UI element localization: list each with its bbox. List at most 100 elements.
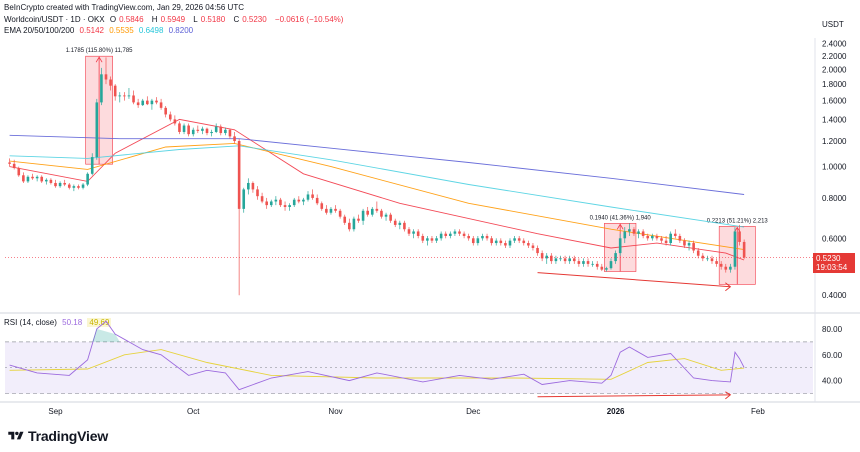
candle-body [499,240,503,244]
ema100-value: 0.6498 [138,26,164,35]
measure-arrowhead [616,223,624,230]
rsi-ma-legend-value: 49.69 [87,318,112,327]
time-axis-label: 2026 [607,407,625,416]
rsi-tick-label: 80.00 [822,325,843,334]
candle-body [618,238,622,254]
ema-line [9,142,745,251]
candle-body [224,129,227,134]
credit-text: BeInCrypto created with TradingView.com,… [4,3,244,12]
candle-body [444,233,448,236]
price-tick-label: 1.2000 [822,137,847,146]
tradingview-logo-text: TradingView [28,428,109,444]
candle-body [45,179,48,182]
candle-body [132,95,135,103]
candle-body [187,125,190,135]
candle-body [577,261,581,264]
time-axis-label: Dec [466,407,480,416]
symbol-name[interactable]: Worldcoin/USDT · 1D · OKX [4,15,105,24]
candle-body [348,222,351,230]
candle-body [692,243,695,251]
ema-legend-label[interactable]: EMA 20/50/100/200 [4,26,75,35]
candle-body [678,235,682,241]
ohlc-open-value: 0.5846 [119,15,144,24]
ema-line [9,134,745,195]
candle-body [260,196,264,202]
measure-label: 0.1940 (41.36%) 1,940 [590,215,652,221]
candle-body [306,194,310,200]
symbol-legend[interactable]: Worldcoin/USDT · 1D · OKX O 0.5846 H 0.594… [4,15,346,24]
candle-body [531,245,535,248]
ohlc-change: −0.0616 (−10.54%) [274,15,344,24]
candle-body [90,157,94,174]
candle-body [334,208,337,211]
candle-body [683,240,686,246]
ohlc-close-label: C [233,15,240,24]
candle-body [370,208,374,215]
candle-body [58,182,62,187]
rsi-tick-label: 40.00 [822,377,843,386]
rsi-legend[interactable]: RSI (14, close) 50.18 49.69 [4,318,114,327]
candle-body [366,210,369,215]
candle-body [182,125,186,132]
rsi-divergence-line [537,394,731,398]
tradingview-logo-icon [8,431,24,440]
rsi-overbought-fill [92,328,120,342]
candle-body [49,179,53,183]
candle-body [251,182,255,190]
candle-body [237,141,241,209]
rsi-legend-label[interactable]: RSI (14, close) [4,318,57,327]
candle-body [572,258,576,262]
ema-legend[interactable]: EMA 20/50/100/200 0.5142 0.5535 0.6498 0… [4,26,196,35]
chart-credit: BeInCrypto created with TradingView.com,… [4,3,247,12]
candle-body [292,199,296,206]
candle-body [320,203,324,209]
candle-body [168,114,172,120]
candle-body [173,119,177,124]
candle-body [476,238,480,244]
candle-body [219,126,223,134]
rsi-divergence-arrowhead [725,391,732,400]
candle-body [540,253,544,259]
tradingview-logo[interactable]: TradingView [8,428,108,444]
candle-body [297,199,301,202]
candle-body [403,222,406,230]
ema20-value: 0.5142 [79,26,104,35]
candle-body [104,74,108,80]
candle-body [522,240,526,244]
time-axis-label: Nov [328,407,342,416]
candle-body [361,210,365,221]
candle-body [302,199,305,202]
candle-body [352,218,356,230]
candle-body [609,261,613,269]
price-tick-label: 1.0000 [822,163,847,172]
candle-body [623,231,627,239]
candle-body [228,129,232,137]
candle-body [393,220,397,225]
candle-body [582,261,585,264]
candle-body [22,175,25,182]
price-tick-label: 1.6000 [822,97,847,106]
candle-body [146,100,149,105]
candle-body [462,233,466,236]
ema-line [9,145,745,228]
price-tick-label: 2.0000 [822,65,847,74]
candle-body [719,263,723,267]
candle-body [375,208,379,211]
candle-body [715,261,718,264]
rsi-line [9,320,745,391]
candle-body [210,131,213,134]
current-price-value: 0.5230 [816,253,841,263]
candle-body [17,168,21,176]
candle-body [288,205,291,207]
candle-body [86,173,89,185]
candle-body [706,258,709,260]
candle-body [40,176,44,182]
ohlc-high: H 0.5949 [152,15,188,24]
candle-body [494,240,498,244]
candle-body [357,218,360,221]
candle-body [453,231,457,234]
candle-body [150,100,154,105]
price-tick-label: 0.6000 [822,234,847,243]
ema50-value: 0.5535 [109,26,134,35]
